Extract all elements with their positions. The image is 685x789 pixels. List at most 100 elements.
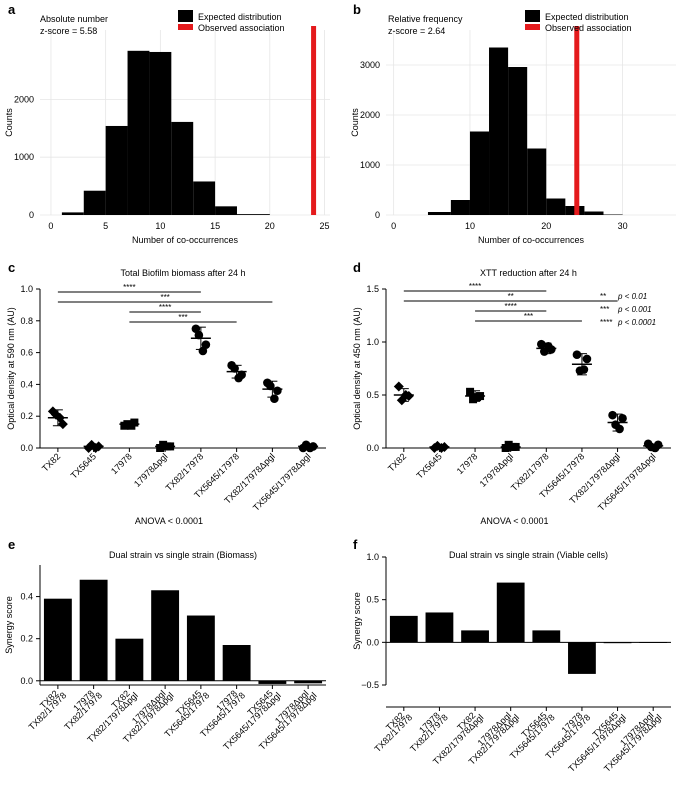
synergy-bar [603, 642, 632, 644]
x-tick-label: 0 [48, 221, 53, 231]
data-point-circle [618, 414, 627, 423]
panel-label-d: d [353, 260, 361, 275]
data-point-circle [537, 339, 546, 349]
y-axis-label: Synergy score [352, 592, 362, 650]
y-tick-label: 0.2 [20, 411, 33, 421]
synergy-bar [115, 638, 144, 681]
histogram-bar [450, 200, 470, 215]
y-axis-label: Synergy score [4, 596, 14, 654]
y-axis-label: Optical density at 450 nm (AU) [352, 307, 362, 430]
y-tick-label: 1000 [360, 160, 380, 170]
synergy-bar [258, 680, 287, 684]
observed-association-line [311, 26, 317, 215]
y-tick-label: 0 [375, 210, 380, 220]
y-tick-label: 2000 [14, 94, 34, 104]
pvalue-legend-text: p < 0.001 [617, 305, 652, 314]
data-point-circle [273, 386, 282, 396]
synergy-bar [568, 642, 596, 674]
y-axis-label: Counts [350, 108, 360, 137]
chart-title: Dual strain vs single strain (Viable cel… [449, 550, 608, 560]
y-tick-label: 0.2 [20, 634, 33, 644]
synergy-bar [639, 642, 668, 643]
histogram-panel-a: 0 5 10 15 20 25 0 1000 2000 Number of co-occurren… [4, 10, 330, 245]
category-label: TX5645 [69, 451, 98, 480]
y-axis-label: Counts [4, 108, 14, 137]
chart-title: Total Biofilm biomass after 24 h [120, 268, 245, 278]
x-tick-label: 10 [465, 221, 475, 231]
histogram-bar [527, 148, 547, 215]
legend-label-expected: Expected distribution [198, 12, 282, 22]
legend-label-observed: Observed association [198, 23, 285, 33]
histogram-bar [489, 47, 509, 215]
category-label: 17978Δpgl [132, 451, 170, 489]
synergy-bar [222, 645, 251, 681]
histogram-bar [105, 125, 128, 215]
z-score-text: z-score = 2.64 [388, 26, 445, 36]
data-point-diamond [436, 443, 447, 453]
data-point-circle [582, 354, 592, 364]
y-tick-label: 2000 [360, 110, 380, 120]
x-tick-label: 25 [320, 221, 330, 231]
data-point-square [473, 393, 482, 402]
synergy-bar [496, 582, 525, 643]
data-point-circle [305, 443, 315, 453]
panel-label-e: e [8, 537, 15, 552]
x-axis-label: Number of co-occurrences [132, 235, 239, 245]
significance-stars: **** [504, 302, 516, 311]
histogram-bar [236, 214, 270, 215]
histogram-bar [83, 190, 106, 215]
chart-title: Dual strain vs single strain (Biomass) [109, 550, 257, 560]
y-tick-label: 1.0 [366, 337, 379, 347]
pvalue-legend-stars: **** [600, 318, 612, 327]
legend-label-observed: Observed association [545, 23, 632, 33]
y-tick-label: 1000 [14, 152, 34, 162]
y-tick-label: 0 [29, 210, 34, 220]
y-tick-label: 1.5 [366, 284, 379, 294]
x-tick-label: 30 [618, 221, 628, 231]
observed-association-line [574, 26, 580, 215]
data-point-circle [572, 350, 582, 360]
synergy-bar [186, 615, 215, 681]
category-label: TX82 [386, 451, 408, 473]
y-tick-label: 0.5 [366, 595, 379, 605]
synergy-bar [425, 612, 454, 643]
y-tick-label: 0.0 [366, 637, 379, 647]
histogram-bar [215, 206, 237, 215]
y-tick-label: 0.5 [366, 390, 379, 400]
histogram-panel-b: 0 10 20 30 0 1000 2000 3000 Number of co-occurre… [350, 10, 676, 245]
significance-stars: *** [178, 313, 187, 322]
data-point-circle [608, 410, 617, 420]
synergy-bar [43, 598, 72, 681]
panel-label-a: a [8, 2, 16, 17]
panel-label-f: f [353, 537, 358, 552]
x-axis-label: Number of co-occurrences [478, 235, 585, 245]
y-tick-label: 0.0 [366, 443, 379, 453]
significance-stars: ** [508, 292, 514, 301]
data-point-circle [579, 365, 589, 374]
category-label: TX5645 [414, 451, 443, 480]
category-label: 17978 [455, 451, 480, 476]
legend-swatch-expected [178, 10, 193, 22]
synergy-bar [79, 579, 108, 681]
histogram-bar [127, 50, 150, 215]
panel-label-b: b [353, 2, 361, 17]
x-tick-label: 20 [541, 221, 551, 231]
data-point-square [466, 387, 475, 396]
data-point-circle [270, 394, 279, 404]
histogram-bar [149, 51, 172, 215]
legend-swatch-expected [525, 10, 540, 22]
y-tick-label: 1.0 [366, 552, 379, 562]
chart-title: XTT reduction after 24 h [480, 268, 577, 278]
synergy-bar [461, 630, 489, 643]
z-score-text: z-score = 5.58 [40, 26, 97, 36]
y-tick-label: 0.4 [20, 592, 33, 602]
data-point-circle [198, 346, 208, 356]
pvalue-legend-stars: ** [600, 292, 606, 301]
anova-footnote: ANOVA < 0.0001 [135, 516, 203, 526]
panel-label-c: c [8, 260, 15, 275]
dotplot-panel-c: 0.0 0.2 0.4 0.6 0.8 1.0 TX82 TX5645 1797817978Δp… [6, 268, 326, 526]
histogram-bar [193, 181, 216, 215]
x-tick-label: 5 [103, 221, 108, 231]
